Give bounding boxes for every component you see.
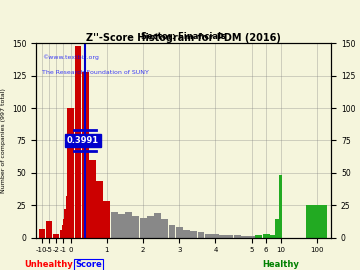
Text: Unhealthy: Unhealthy: [24, 260, 73, 269]
Bar: [39, 228, 45, 238]
Bar: [234, 235, 240, 238]
Bar: [67, 108, 74, 238]
Bar: [205, 234, 212, 238]
Bar: [89, 160, 96, 238]
Bar: [46, 221, 52, 238]
Bar: [125, 212, 132, 238]
Bar: [53, 234, 59, 238]
Bar: [248, 236, 255, 238]
Bar: [219, 235, 226, 238]
Bar: [132, 215, 139, 238]
Bar: [268, 235, 275, 238]
Bar: [270, 235, 277, 238]
Bar: [103, 201, 111, 238]
Bar: [266, 235, 273, 238]
Bar: [82, 72, 89, 238]
Bar: [60, 230, 67, 238]
Text: The Research Foundation of SUNY: The Research Foundation of SUNY: [42, 70, 149, 75]
Text: ©www.textbiz.org: ©www.textbiz.org: [42, 54, 99, 60]
Bar: [198, 232, 204, 238]
Bar: [118, 214, 125, 238]
Bar: [96, 181, 103, 238]
Y-axis label: Number of companies (997 total): Number of companies (997 total): [1, 88, 6, 193]
Bar: [279, 176, 282, 238]
Bar: [263, 234, 270, 238]
Bar: [154, 213, 161, 238]
Bar: [147, 215, 154, 238]
Bar: [176, 227, 183, 238]
Title: Z''-Score Histogram for PDM (2016): Z''-Score Histogram for PDM (2016): [86, 33, 281, 43]
Bar: [66, 196, 73, 238]
Bar: [275, 220, 279, 238]
Text: Sector: Financials: Sector: Financials: [141, 32, 226, 41]
Text: 0.3991: 0.3991: [67, 136, 99, 145]
Text: Score: Score: [76, 260, 102, 269]
Bar: [168, 225, 175, 238]
Bar: [255, 235, 262, 238]
Bar: [62, 225, 68, 238]
Bar: [140, 218, 147, 238]
Bar: [183, 230, 190, 238]
Bar: [306, 205, 327, 238]
Bar: [111, 212, 118, 238]
Bar: [190, 231, 197, 238]
Text: Healthy: Healthy: [262, 260, 299, 269]
Bar: [64, 209, 71, 238]
Bar: [75, 46, 81, 238]
Bar: [265, 235, 271, 238]
Bar: [212, 234, 219, 238]
Bar: [226, 235, 233, 238]
Bar: [161, 220, 168, 238]
Bar: [241, 236, 248, 238]
Bar: [63, 220, 70, 238]
